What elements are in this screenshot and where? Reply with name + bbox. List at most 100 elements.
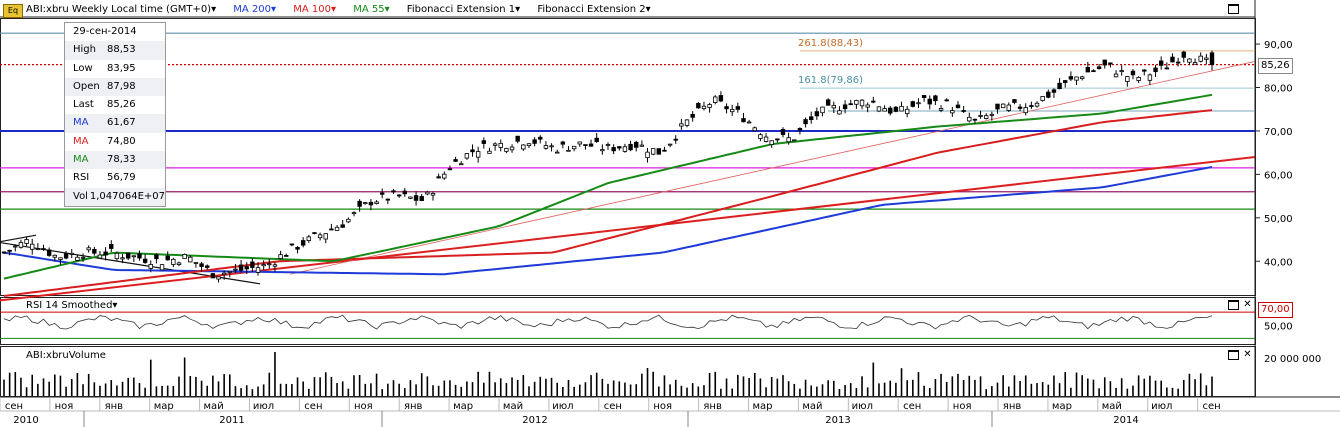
candle-body xyxy=(1164,67,1170,70)
maximize-volume-panel-button[interactable] xyxy=(1228,350,1239,360)
candle-body xyxy=(729,108,735,113)
candle-body xyxy=(910,101,916,107)
candle-body xyxy=(284,255,289,257)
candle-body xyxy=(487,150,492,154)
fib-ext-1-menu[interactable]: Fibonacci Extension 1▾ xyxy=(406,4,521,15)
year-label: 2011 xyxy=(219,415,244,426)
candle-body xyxy=(75,256,80,261)
year-label: 2012 xyxy=(522,415,547,426)
fib-ext-2-menu[interactable]: Fibonacci Extension 2▾ xyxy=(537,4,651,15)
candle-body xyxy=(904,108,910,115)
ohlc-value: 56,79 xyxy=(107,172,136,184)
candle-body xyxy=(521,144,526,150)
symbol-menu[interactable]: ABI:xbru Weekly Local time (GMT+0)▾ xyxy=(26,4,217,15)
ma100-menu[interactable]: MA 100▾ xyxy=(293,4,337,15)
candle-body xyxy=(1017,106,1023,109)
month-label: май xyxy=(503,401,523,412)
candle-body xyxy=(470,149,475,153)
candle-body xyxy=(780,129,786,136)
candle-body xyxy=(1147,74,1153,81)
ohlc-row: MA 78,33 xyxy=(65,151,165,170)
candle-body xyxy=(1029,105,1034,107)
fib-2618-label: 261.8(88,43) xyxy=(798,38,864,49)
candle-body xyxy=(188,256,193,263)
candle-body xyxy=(707,104,712,108)
month-label: ноя xyxy=(953,401,972,412)
candle-body xyxy=(142,258,148,263)
ma55-menu[interactable]: MA 55▾ xyxy=(353,4,390,15)
candle-body xyxy=(368,201,374,206)
candle-body xyxy=(758,134,763,139)
ohlc-info-panel: 29-сен-2014 High 88,53 Low 83,95 Open 87,98 Las… xyxy=(64,22,166,207)
candle-body xyxy=(436,176,441,179)
ohlc-value: 61,67 xyxy=(107,117,136,129)
candle-body xyxy=(797,128,803,131)
candle-body xyxy=(859,99,865,107)
month-label: мар xyxy=(154,401,174,412)
candle-body xyxy=(560,141,566,145)
candle-body xyxy=(193,262,199,264)
month-label: июл xyxy=(253,401,274,412)
candle-body xyxy=(865,104,870,108)
candle-body xyxy=(650,148,656,155)
candle-body xyxy=(882,108,887,112)
candle-body xyxy=(210,273,216,279)
candle-body xyxy=(300,240,306,246)
candle-body xyxy=(1074,76,1079,81)
ohlc-row: Last 85,26 xyxy=(65,96,165,114)
candle-body xyxy=(1136,77,1141,81)
candle-body xyxy=(1181,51,1186,58)
candle-body xyxy=(662,149,667,152)
candle-body xyxy=(148,264,153,269)
candle-body xyxy=(871,100,876,103)
candle-body xyxy=(854,100,859,105)
candle-body xyxy=(109,244,114,249)
candle-body xyxy=(600,149,605,152)
candle-body xyxy=(35,248,41,250)
candle-body xyxy=(346,218,351,223)
month-label: май xyxy=(802,401,822,412)
candle-body xyxy=(1079,76,1085,79)
candle-body xyxy=(967,116,972,122)
candle-body xyxy=(639,144,645,147)
maximize-rsi-panel-button[interactable] xyxy=(1228,300,1239,310)
fib-1618-label: 161.8(79,86) xyxy=(798,75,864,86)
candle-body xyxy=(481,140,487,144)
candle-body xyxy=(673,138,678,141)
candle-body xyxy=(713,96,718,103)
ohlc-value: 74,80 xyxy=(107,135,136,147)
candle-body xyxy=(577,141,582,145)
trendline-thin xyxy=(289,61,1256,275)
candle-body xyxy=(1170,56,1175,63)
candle-body xyxy=(1113,73,1119,78)
candle-body xyxy=(199,263,204,267)
candle-body xyxy=(312,232,317,235)
candle-body xyxy=(741,118,746,123)
close-volume-panel-icon[interactable]: ✕ xyxy=(1243,349,1252,360)
candle-body xyxy=(159,264,165,271)
candle-body xyxy=(701,105,707,109)
candle-body xyxy=(52,254,58,258)
candle-body xyxy=(978,114,983,117)
rsi-level-tag: 70,00 xyxy=(1258,302,1293,318)
candle-body xyxy=(41,248,46,250)
month-label: сен xyxy=(1203,401,1221,412)
candle-body xyxy=(769,140,774,145)
volume-panel-title: ABI:xbruVolume xyxy=(26,350,106,361)
close-rsi-panel-icon[interactable]: ✕ xyxy=(1243,299,1252,310)
candle-body xyxy=(752,127,757,132)
candle-body xyxy=(1119,70,1124,73)
candle-body xyxy=(171,258,176,265)
candle-body xyxy=(786,137,791,143)
maximize-price-panel-button[interactable] xyxy=(1228,4,1239,14)
ohlc-value: 1,047064E+07 xyxy=(89,190,165,202)
ohlc-row: Open 87,98 xyxy=(65,77,165,97)
candle-body xyxy=(955,104,961,109)
price-tick-label: 40,00 xyxy=(1264,257,1293,268)
rsi-line xyxy=(3,314,1213,330)
ma200-menu[interactable]: MA 200▾ xyxy=(233,4,277,15)
month-label: май xyxy=(204,401,224,412)
rsi-panel-title[interactable]: RSI 14 Smoothed▾ xyxy=(26,300,118,311)
month-label: ноя xyxy=(653,401,672,412)
